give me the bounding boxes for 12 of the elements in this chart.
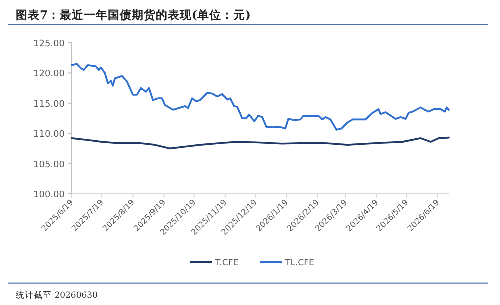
chart-title: 图表7：最近一年国债期货的表现(单位：元): [16, 8, 251, 22]
y-tick-label: 125.00: [34, 40, 66, 50]
legend-label: TL.CFE: [284, 258, 314, 268]
y-tick-label: 100.00: [34, 190, 66, 200]
text: 统计截至 20260630: [16, 290, 98, 301]
y-tick-label: 115.00: [34, 100, 66, 110]
line-series: [71, 63, 450, 131]
y-tick-label: 105.00: [34, 160, 66, 170]
line-series: [71, 136, 450, 150]
y-tick-label: 120.00: [34, 70, 66, 80]
y-tick-label: 110.00: [34, 130, 66, 140]
legend-label: T.CFE: [214, 258, 239, 268]
